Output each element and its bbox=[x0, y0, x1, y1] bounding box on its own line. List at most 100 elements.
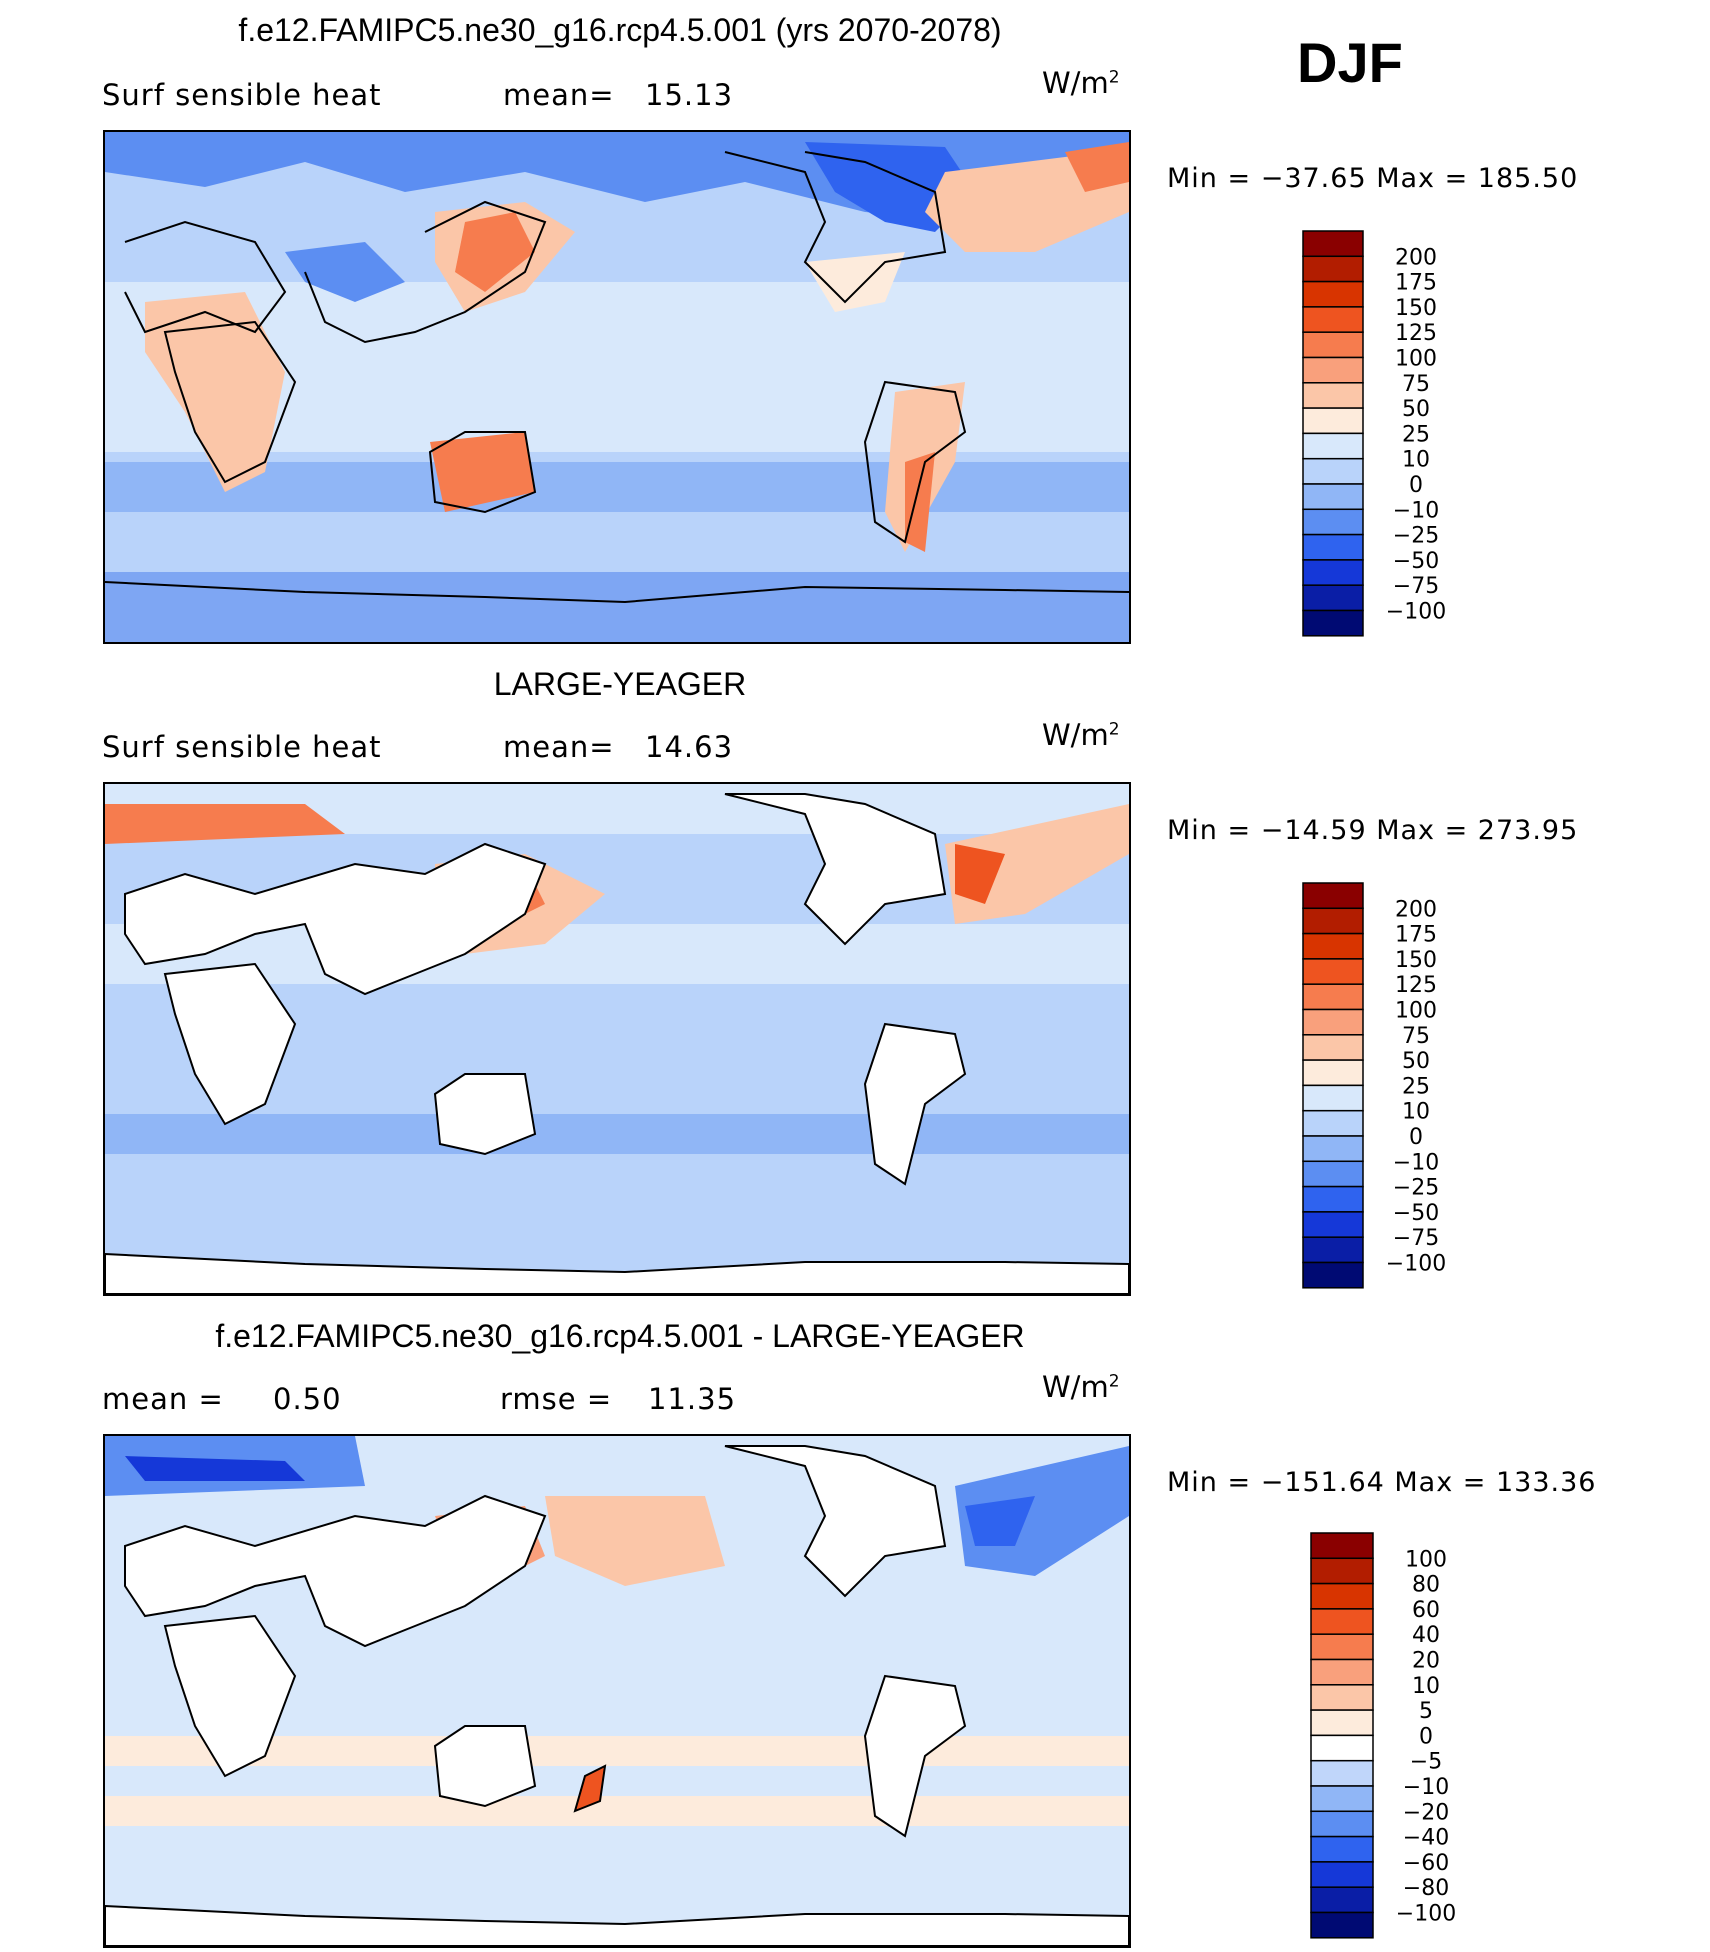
panel-2-units: W/m2 bbox=[1042, 718, 1120, 752]
norwegian-sea-core bbox=[125, 1456, 305, 1481]
colorbar-swatch bbox=[1310, 1709, 1374, 1737]
southern-warm-band-2 bbox=[105, 1796, 1129, 1826]
colorbar-swatch bbox=[1310, 1582, 1374, 1610]
colorbar-swatch bbox=[1302, 1211, 1364, 1238]
colorbar-tick-label: 175 bbox=[1395, 271, 1437, 296]
colorbar-swatch bbox=[1302, 1160, 1364, 1188]
panel-3-min-max: Min = −151.64 Max = 133.36 bbox=[1167, 1467, 1597, 1498]
colorbar-tick-label: −25 bbox=[1393, 1176, 1439, 1201]
season-label: DJF bbox=[1297, 31, 1403, 94]
colorbar-swatch bbox=[1302, 1261, 1364, 1289]
colorbar-swatch bbox=[1302, 983, 1364, 1011]
colorbar-swatch bbox=[1302, 230, 1364, 258]
colorbar-swatch bbox=[1302, 907, 1364, 935]
colorbar-swatch bbox=[1302, 958, 1364, 985]
colorbar-swatch bbox=[1302, 932, 1364, 960]
colorbar-tick-label: −20 bbox=[1403, 1800, 1449, 1825]
colorbar-swatch bbox=[1310, 1532, 1374, 1560]
new-zealand-warm bbox=[573, 1764, 607, 1813]
colorbar-tick-label: −100 bbox=[1396, 1902, 1456, 1927]
colorbar-tick-label: −60 bbox=[1403, 1851, 1449, 1876]
colorbar-tick-label: −50 bbox=[1393, 549, 1439, 574]
colorbar-tick-label: −100 bbox=[1386, 1252, 1446, 1277]
colorbar-swatch bbox=[1310, 1759, 1374, 1787]
colorbar-swatch bbox=[1302, 1236, 1364, 1264]
gulf-stream-core bbox=[955, 844, 1005, 904]
colorbar-tick-label: −40 bbox=[1403, 1826, 1449, 1851]
norwegian-sea-warm bbox=[105, 804, 345, 844]
colorbar-swatch bbox=[1302, 1135, 1364, 1163]
colorbar-tick-label: 10 bbox=[1412, 1674, 1440, 1699]
colorbar-tick-label: −75 bbox=[1393, 574, 1439, 599]
colorbar-tick-label: 25 bbox=[1402, 422, 1430, 447]
asia-cold-region bbox=[285, 242, 405, 302]
colorbar-tick-label: −75 bbox=[1393, 1226, 1439, 1251]
colorbar-tick-label: −5 bbox=[1410, 1750, 1442, 1775]
colorbar-tick-label: 10 bbox=[1402, 448, 1430, 473]
colorbar-swatch bbox=[1302, 1109, 1364, 1137]
colorbar-tick-label: 10 bbox=[1402, 1100, 1430, 1125]
colorbar-swatch bbox=[1310, 1658, 1374, 1686]
colorbar-swatch bbox=[1302, 331, 1364, 359]
colorbar-tick-label: 5 bbox=[1419, 1699, 1433, 1724]
colorbar-tick-label: −80 bbox=[1403, 1876, 1449, 1901]
north-pacific-warm bbox=[545, 1496, 725, 1586]
colorbar-swatch bbox=[1302, 882, 1364, 910]
colorbar-swatch bbox=[1302, 1008, 1364, 1036]
colorbar-swatch bbox=[1302, 1185, 1364, 1213]
colorbar-tick-label: 50 bbox=[1402, 397, 1430, 422]
colorbar-swatch bbox=[1302, 1059, 1364, 1087]
labrador-sea-cold bbox=[965, 1496, 1035, 1546]
panel-3-units: W/m2 bbox=[1042, 1370, 1120, 1404]
panel-1-variable-label: Surf sensible heat bbox=[102, 78, 382, 112]
colorbar-swatch bbox=[1302, 1034, 1364, 1061]
colorbar-swatch bbox=[1302, 533, 1364, 561]
panel-3-title: f.e12.FAMIPC5.ne30_g16.rcp4.5.001 - LARG… bbox=[215, 1318, 1025, 1354]
colorbar-swatch bbox=[1310, 1861, 1374, 1888]
colorbar-tick-label: 100 bbox=[1395, 347, 1437, 372]
gulf-stream-warm bbox=[945, 804, 1129, 924]
panel-3-mean-value: 0.50 bbox=[273, 1382, 342, 1416]
colorbar-swatch bbox=[1310, 1557, 1374, 1585]
colorbar-swatch bbox=[1302, 306, 1364, 333]
southern-warm-band bbox=[105, 1736, 1129, 1766]
colorbar-tick-label: 125 bbox=[1395, 321, 1437, 346]
panel-2-variable-label: Surf sensible heat bbox=[102, 730, 382, 764]
panel-2-mean-label: mean= bbox=[503, 730, 615, 764]
colorbar-tick-label: 25 bbox=[1402, 1074, 1430, 1099]
antarctica bbox=[105, 572, 1129, 642]
colorbar-swatch bbox=[1302, 407, 1364, 435]
panel-1-colorbar: 200 175 150 125 100 75 50 25 10 0 −10 −25 −50 −75 −100 bbox=[1302, 230, 1452, 639]
colorbar-swatch bbox=[1302, 1084, 1364, 1112]
colorbar-tick-label: 75 bbox=[1402, 372, 1430, 397]
colorbar-tick-label: 100 bbox=[1395, 999, 1437, 1024]
colorbar-swatch bbox=[1310, 1886, 1374, 1914]
colorbar-tick-label: 0 bbox=[1409, 473, 1423, 498]
argentina-warm bbox=[905, 452, 935, 552]
colorbar-tick-label: 60 bbox=[1412, 1598, 1440, 1623]
colorbar-tick-label: 175 bbox=[1395, 923, 1437, 948]
colorbar-tick-label: 75 bbox=[1402, 1024, 1430, 1049]
panel-1-units: W/m2 bbox=[1042, 66, 1120, 100]
australia-warm bbox=[430, 432, 535, 512]
colorbar-tick-label: 20 bbox=[1412, 1649, 1440, 1674]
panel-1-min-max: Min = −37.65 Max = 185.50 bbox=[1167, 163, 1579, 194]
colorbar-tick-label: 200 bbox=[1395, 897, 1437, 922]
colorbar-swatch bbox=[1302, 609, 1364, 637]
colorbar-tick-label: 150 bbox=[1395, 296, 1437, 321]
colorbar-swatch bbox=[1302, 508, 1364, 536]
southern-ocean-band bbox=[105, 1114, 1129, 1154]
colorbar-swatch bbox=[1302, 382, 1364, 409]
panel-1-mean-value: 15.13 bbox=[645, 78, 734, 112]
colorbar-swatch bbox=[1302, 483, 1364, 511]
colorbar-tick-label: −10 bbox=[1393, 498, 1439, 523]
colorbar-tick-label: 200 bbox=[1395, 245, 1437, 270]
colorbar-tick-label: −25 bbox=[1393, 524, 1439, 549]
africa-warm bbox=[145, 292, 285, 492]
colorbar-swatch bbox=[1310, 1633, 1374, 1661]
gulf-stream-core bbox=[1065, 142, 1129, 192]
colorbar-tick-label: −50 bbox=[1393, 1201, 1439, 1226]
